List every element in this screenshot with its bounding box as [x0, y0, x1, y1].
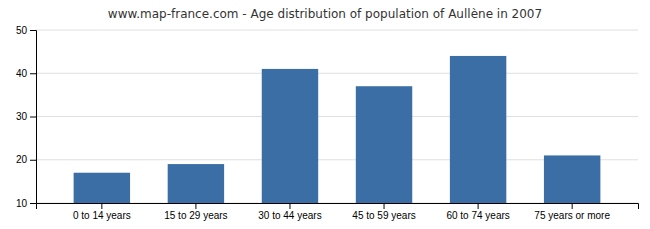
y-tick-label: 50 — [16, 25, 28, 36]
x-tick-mark — [289, 203, 290, 209]
y-tick-label: 20 — [16, 154, 28, 165]
y-tick-mark — [30, 160, 36, 161]
bar — [168, 164, 224, 203]
x-axis-line — [37, 204, 639, 210]
x-tick-label: 30 to 44 years — [258, 210, 321, 221]
y-tick: 10 — [16, 198, 36, 209]
x-tick: 45 to 59 years — [352, 203, 415, 221]
x-tick-mark — [572, 203, 573, 209]
plot: 10 20 30 40 50 0 to 14 years 15 to 29 years 30 … — [16, 25, 639, 229]
x-tick-label: 45 to 59 years — [352, 210, 415, 221]
y-tick-label: 30 — [16, 111, 28, 122]
bar — [74, 173, 130, 203]
y-tick-mark — [30, 30, 36, 31]
y-tick-label: 40 — [16, 68, 28, 79]
x-axis: 0 to 14 years 15 to 29 years 30 to 44 year… — [37, 203, 639, 221]
bar — [356, 86, 412, 203]
y-tick: 30 — [16, 111, 36, 122]
chart: 10 20 30 40 50 0 to 14 years 15 to 29 years 30 … — [0, 0, 650, 229]
x-tick-mark — [478, 203, 479, 209]
x-tick: 15 to 29 years — [164, 203, 227, 221]
bar — [262, 69, 318, 203]
bars — [74, 56, 601, 203]
x-tick-label: 60 to 74 years — [446, 210, 509, 221]
x-tick-mark — [384, 203, 385, 209]
x-tick-mark — [101, 203, 102, 209]
y-tick-label: 10 — [16, 198, 28, 209]
y-tick-mark — [30, 203, 36, 204]
y-axis: 10 20 30 40 50 — [16, 25, 37, 209]
y-tick-mark — [30, 73, 36, 74]
title: www.map-france.com - Age distribution of… — [108, 7, 542, 21]
x-tick: 60 to 74 years — [446, 203, 509, 221]
y-tick: 20 — [16, 154, 36, 165]
bar — [544, 155, 600, 203]
x-tick: 75 years or more — [534, 203, 610, 221]
y-tick-mark — [30, 117, 36, 118]
x-tick: 30 to 44 years — [258, 203, 321, 221]
x-tick-mark — [195, 203, 196, 209]
y-axis-line — [30, 31, 37, 204]
grid-line — [36, 30, 638, 31]
grid-line — [36, 116, 638, 117]
x-tick: 0 to 14 years — [73, 203, 131, 221]
y-tick: 50 — [16, 25, 36, 36]
x-tick-label: 0 to 14 years — [73, 210, 131, 221]
x-tick-label: 75 years or more — [534, 210, 610, 221]
grid-line — [36, 73, 638, 74]
bar — [450, 56, 506, 203]
x-tick-label: 15 to 29 years — [164, 210, 227, 221]
y-tick: 40 — [16, 68, 36, 79]
